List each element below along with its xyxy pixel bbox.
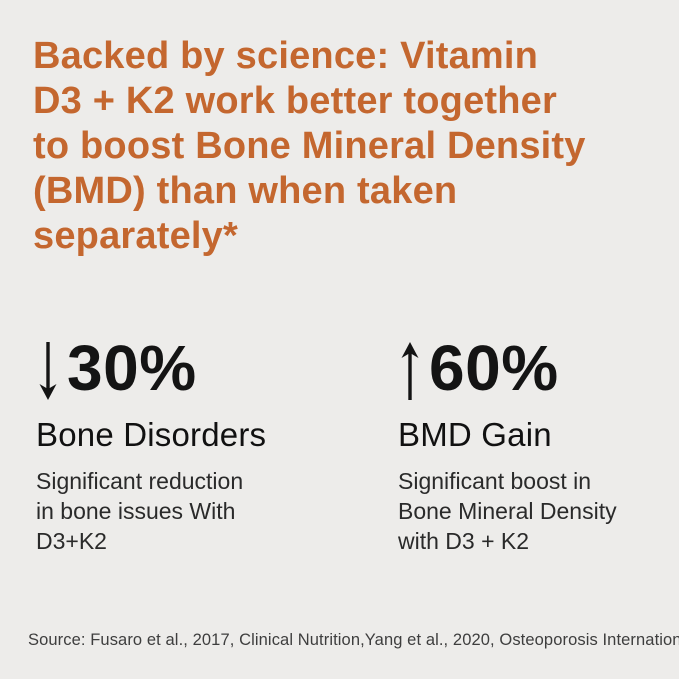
stat-title: Bone Disorders: [36, 416, 267, 453]
stat-description-line: with D3 + K2: [398, 528, 530, 554]
up-arrow-icon: [398, 338, 422, 407]
stats-row: 30% Bone Disorders Significant reduction…: [36, 332, 656, 556]
headline-line: separately*: [33, 215, 239, 257]
stat-value-row: 60%: [398, 332, 656, 404]
stat-description-line: D3+K2: [36, 528, 107, 554]
stat-description-line: Significant boost in: [398, 468, 592, 494]
source-citation: Source: Fusaro et al., 2017, Clinical Nu…: [28, 631, 679, 649]
down-arrow-icon: [36, 338, 60, 407]
stat-value: 30%: [67, 332, 197, 404]
headline-line: Backed by science: Vitamin: [33, 35, 539, 77]
headline-line: D3 + K2 work better together: [33, 80, 557, 122]
stat-description: Significant reduction in bone issues Wit…: [36, 466, 398, 556]
stat-description: Significant boost in Bone Mineral Densit…: [398, 466, 656, 556]
stat-block-bone-disorders: 30% Bone Disorders Significant reduction…: [36, 332, 398, 556]
stat-value: 60%: [429, 332, 559, 404]
headline-line: (BMD) than when taken: [33, 170, 458, 212]
stat-description-line: in bone issues With: [36, 498, 236, 524]
stat-description-line: Significant reduction: [36, 468, 244, 494]
stat-description-line: Bone Mineral Density: [398, 498, 617, 524]
stat-value-row: 30%: [36, 332, 398, 404]
stat-block-bmd-gain: 60% BMD Gain Significant boost in Bone M…: [398, 332, 656, 556]
headline-line: to boost Bone Mineral Density: [33, 125, 586, 167]
stat-title: BMD Gain: [398, 416, 552, 453]
headline: Backed by science: Vitamin D3 + K2 work …: [33, 34, 586, 259]
